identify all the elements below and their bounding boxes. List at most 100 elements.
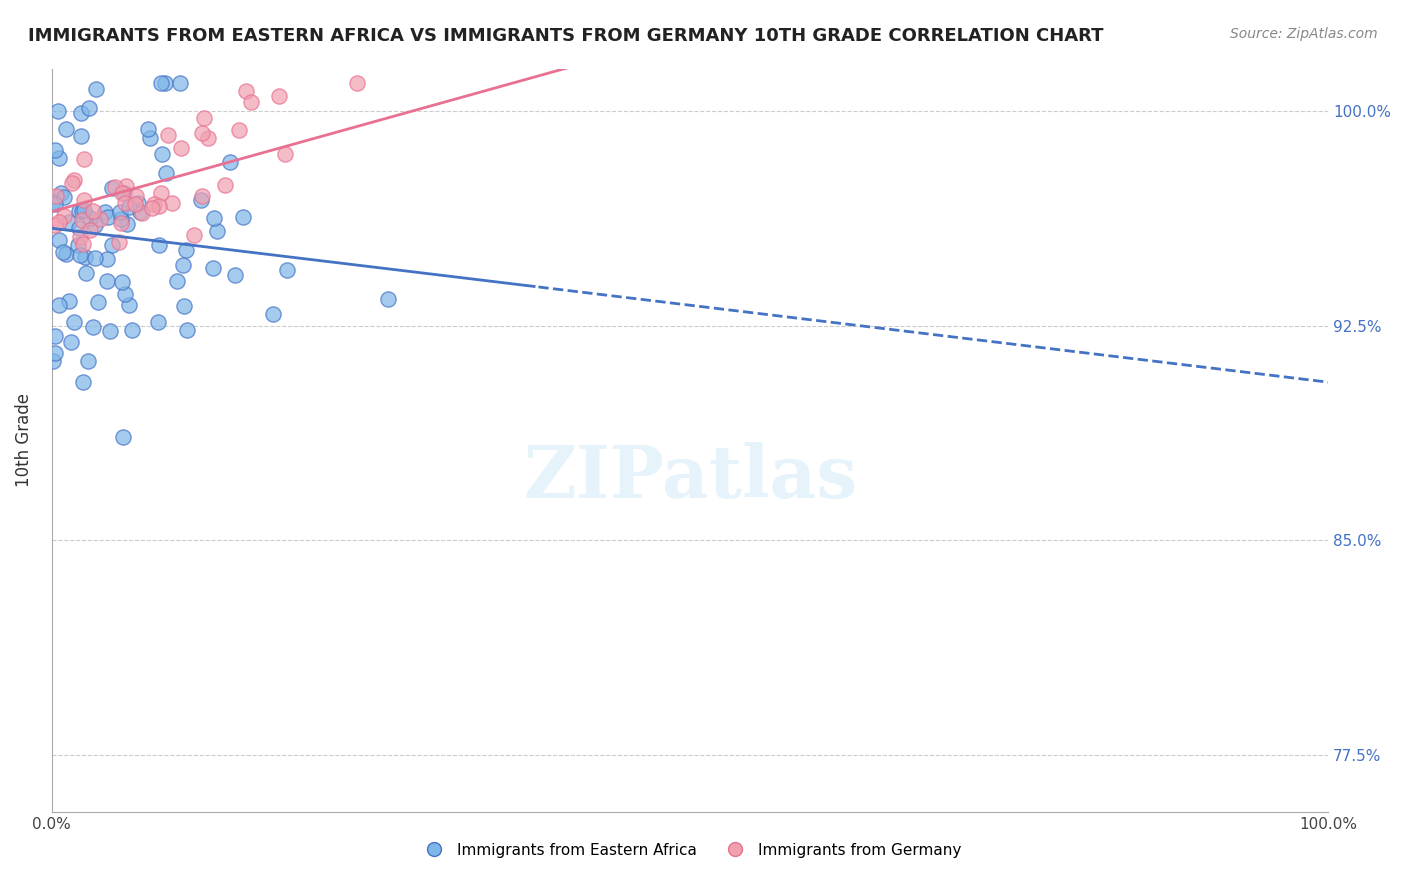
Point: [48, 151, 70, 165]
Point: [153, 76, 176, 90]
Point: [166, 274, 188, 288]
Point: [193, 111, 215, 125]
Point: [73, 152, 96, 166]
Point: [174, 243, 197, 257]
Y-axis label: 10th Grade: 10th Grade: [15, 393, 32, 487]
Point: [104, 179, 127, 194]
Text: ZIPatlas: ZIPatlas: [523, 442, 858, 513]
Point: [79, 223, 101, 237]
Point: [190, 193, 212, 207]
Point: [52, 244, 75, 259]
Point: [67, 238, 90, 252]
Point: [127, 195, 149, 210]
Point: [77, 101, 100, 115]
Point: [110, 211, 132, 226]
Point: [100, 238, 122, 252]
Point: [84, 218, 107, 232]
Point: [45, 189, 67, 203]
Point: [44, 197, 66, 211]
Point: [235, 83, 257, 97]
Point: [156, 128, 179, 143]
Point: [115, 179, 138, 194]
Point: [82, 320, 104, 334]
Point: [69, 247, 91, 261]
Point: [173, 299, 195, 313]
Point: [377, 292, 399, 306]
Point: [150, 76, 173, 90]
Point: [239, 95, 262, 109]
Point: [169, 76, 191, 90]
Point: [150, 147, 173, 161]
Point: [60, 334, 83, 349]
Point: [202, 211, 225, 226]
Point: [82, 204, 104, 219]
Point: [70, 213, 93, 227]
Point: [72, 236, 94, 251]
Point: [101, 181, 124, 195]
Point: [136, 122, 159, 136]
Point: [111, 186, 134, 201]
Point: [96, 252, 118, 267]
Point: [107, 235, 129, 249]
Point: [62, 173, 84, 187]
Point: [170, 141, 193, 155]
Point: [219, 155, 242, 169]
Text: IMMIGRANTS FROM EASTERN AFRICA VS IMMIGRANTS FROM GERMANY 10TH GRADE CORRELATION: IMMIGRANTS FROM EASTERN AFRICA VS IMMIGR…: [28, 27, 1104, 45]
Point: [125, 189, 148, 203]
Point: [44, 346, 66, 360]
Point: [172, 258, 194, 272]
Point: [44, 143, 66, 157]
Point: [118, 297, 141, 311]
Point: [63, 315, 86, 329]
Point: [273, 147, 295, 161]
Point: [49, 186, 72, 200]
Legend: Immigrants from Eastern Africa, Immigrants from Germany: Immigrants from Eastern Africa, Immigran…: [412, 837, 967, 863]
Point: [58, 214, 80, 228]
Point: [72, 375, 94, 389]
Point: [191, 127, 214, 141]
Point: [67, 221, 90, 235]
Point: [346, 76, 368, 90]
Point: [114, 195, 136, 210]
Point: [44, 218, 66, 232]
Point: [67, 203, 90, 218]
Point: [276, 263, 298, 277]
Point: [96, 273, 118, 287]
Point: [73, 250, 96, 264]
Point: [224, 268, 246, 283]
Point: [46, 104, 69, 119]
Point: [150, 186, 173, 201]
Point: [69, 128, 91, 143]
Point: [267, 89, 290, 103]
Point: [112, 186, 135, 200]
Point: [79, 211, 101, 226]
Point: [76, 353, 98, 368]
Point: [97, 211, 120, 225]
Point: [58, 294, 80, 309]
Point: [118, 200, 141, 214]
Point: [114, 287, 136, 301]
Point: [232, 210, 254, 224]
Point: [228, 123, 250, 137]
Point: [70, 106, 93, 120]
Point: [160, 195, 183, 210]
Point: [124, 197, 146, 211]
Point: [111, 275, 134, 289]
Point: [183, 228, 205, 243]
Point: [142, 197, 165, 211]
Point: [75, 266, 97, 280]
Point: [111, 430, 134, 444]
Point: [155, 166, 177, 180]
Point: [138, 131, 160, 145]
Point: [48, 215, 70, 229]
Point: [93, 204, 115, 219]
Point: [201, 261, 224, 276]
Point: [141, 202, 163, 216]
Point: [148, 238, 170, 252]
Point: [83, 251, 105, 265]
Point: [55, 247, 77, 261]
Point: [262, 307, 284, 321]
Point: [70, 204, 93, 219]
Point: [191, 189, 214, 203]
Point: [131, 206, 153, 220]
